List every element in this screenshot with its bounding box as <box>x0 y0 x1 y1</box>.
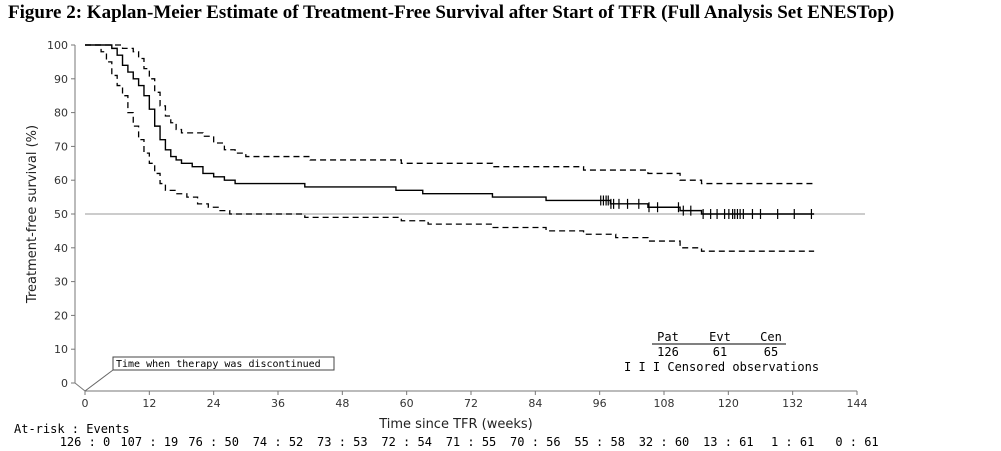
km-estimate-line <box>85 44 815 215</box>
table-header-cen: Cen <box>760 330 782 344</box>
x-tick-label: 36 <box>271 397 285 410</box>
at-risk-entry: 107 : 19 <box>120 435 178 449</box>
at-risk-entry: 72 : 54 <box>381 435 432 449</box>
table-value: 61 <box>713 345 727 359</box>
y-tick-label: 80 <box>54 107 68 120</box>
x-tick-label: 48 <box>335 397 349 410</box>
y-tick-label: 10 <box>54 343 68 356</box>
x-tick-label: 12 <box>142 397 156 410</box>
y-tick-label: 40 <box>54 242 68 255</box>
censor-marks <box>600 195 813 219</box>
y-tick-label: 90 <box>54 73 68 86</box>
axes: 0 10 20 30 40 50 60 70 80 90 100 0 12 24 36 48 60 72 84 96 1… <box>25 39 868 432</box>
at-risk-entry: 73 : 53 <box>317 435 368 449</box>
y-tick-label: 60 <box>54 174 68 187</box>
x-tick-label: 72 <box>464 397 478 410</box>
at-risk-label: At-risk : Events <box>14 422 130 436</box>
table-value: 65 <box>764 345 778 359</box>
x-tick-label: 96 <box>593 397 607 410</box>
table-header-evt: Evt <box>709 330 731 344</box>
y-tick-label: 0 <box>61 377 68 390</box>
y-tick-label: 20 <box>54 309 68 322</box>
at-risk-entry: 13 : 61 <box>703 435 754 449</box>
axis-corner-line <box>74 382 86 392</box>
y-tick-label: 70 <box>54 140 68 153</box>
x-tick-label: 120 <box>718 397 739 410</box>
x-axis-label: Time since TFR (weeks) <box>378 417 533 432</box>
lower-ci-line <box>85 44 815 252</box>
x-tick-label: 0 <box>82 397 89 410</box>
table-value: 126 <box>657 345 679 359</box>
at-risk-entry: 1 : 61 <box>771 435 814 449</box>
upper-ci-line <box>85 44 815 185</box>
table-header-pat: Pat <box>657 330 679 344</box>
y-axis-label: Treatment-free survival (%) <box>25 125 40 304</box>
at-risk-entry: 55 : 58 <box>574 435 625 449</box>
y-tick-label: 100 <box>47 39 68 52</box>
x-tick-label: 144 <box>847 397 868 410</box>
y-tick-label: 30 <box>54 276 68 289</box>
x-tick-label: 108 <box>654 397 675 410</box>
survival-curves <box>85 44 815 252</box>
x-tick-label: 132 <box>782 397 803 410</box>
x-tick-label: 60 <box>400 397 414 410</box>
censor-legend: I I I Censored observations <box>624 360 819 374</box>
y-tick-label: 50 <box>54 208 68 221</box>
at-risk-entry: 70 : 56 <box>510 435 561 449</box>
annotation-group: Time when therapy was discontinued <box>84 356 335 392</box>
annotation-text: Time when therapy was discontinued <box>116 359 321 370</box>
at-risk-entry: 74 : 52 <box>253 435 304 449</box>
figure-title: Figure 2: Kaplan-Meier Estimate of Treat… <box>8 2 895 23</box>
at-risk-entry: 126 : 0 <box>60 435 111 449</box>
annotation-pointer <box>84 369 114 392</box>
summary-table: Pat Evt Cen 126 61 65I I I Censored observati… <box>624 330 819 374</box>
x-tick-label: 24 <box>207 397 221 410</box>
at-risk-entry: 32 : 60 <box>639 435 690 449</box>
at-risk-entry: 0 : 61 <box>835 435 878 449</box>
annotation-box <box>112 356 335 371</box>
at-risk-entry: 76 : 50 <box>188 435 239 449</box>
x-tick-label: 84 <box>528 397 542 410</box>
at-risk-entry: 71 : 55 <box>446 435 497 449</box>
